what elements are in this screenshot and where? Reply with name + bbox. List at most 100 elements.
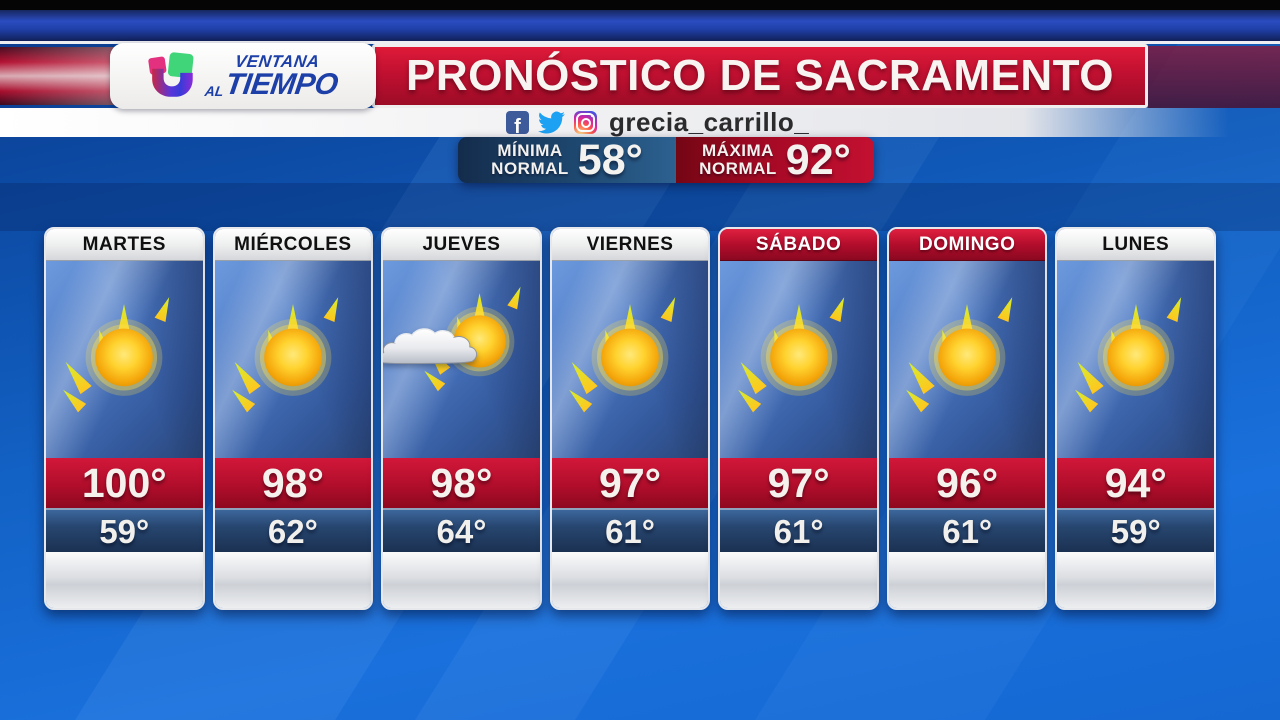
divider-line: [0, 41, 1280, 44]
high-temp-value: 97°: [767, 459, 830, 506]
top-black-strip: [0, 0, 1280, 10]
weather-icon-panel: [888, 261, 1046, 458]
wordmark-line1: VENTANA: [233, 51, 321, 71]
low-temp-value: 62°: [267, 512, 318, 550]
day-name: LUNES: [1102, 233, 1170, 255]
low-temp-value: 59°: [99, 512, 150, 550]
low-temp-value: 64°: [436, 512, 487, 550]
card-footer: [46, 552, 203, 608]
page-title: PRONÓSTICO DE SACRAMENTO: [406, 51, 1114, 100]
card-footer: [888, 552, 1046, 608]
low-temp-value: 61°: [773, 512, 824, 550]
low-temp-band: 61°: [720, 508, 877, 552]
brand-logo-pill: VENTANA AL TIEMPO: [110, 43, 376, 109]
minima-normal-badge: MÍNIMA NORMAL 58°: [458, 137, 676, 183]
low-temp-band: 59°: [1057, 508, 1215, 552]
card-footer: [214, 552, 372, 608]
day-header: VIERNES: [551, 229, 709, 261]
social-handle: grecia_carrillo_: [609, 107, 810, 137]
weather-icon-panel: [214, 261, 372, 458]
ventana-al-tiempo-wordmark: VENTANA AL TIEMPO: [203, 51, 341, 101]
high-temp-band: 97°: [720, 458, 877, 508]
instagram-icon: [574, 111, 597, 134]
maxima-normal-badge: MÁXIMA NORMAL 92°: [676, 137, 874, 183]
high-temp-band: 98°: [383, 458, 540, 508]
banner-fade-extension: [1148, 46, 1280, 108]
univision-logo-icon: [148, 52, 194, 97]
forecast-day-card: MARTES 100° 59°: [44, 227, 205, 610]
high-temp-band: 98°: [214, 458, 372, 508]
day-header: MARTES: [46, 229, 203, 261]
weather-icon-panel: [383, 261, 540, 458]
facebook-icon: f: [506, 111, 529, 134]
high-temp-value: 94°: [1104, 459, 1167, 506]
high-temp-band: 94°: [1057, 458, 1215, 508]
forecast-day-card: SÁBADO 97° 61°: [718, 227, 879, 610]
low-temp-band: 61°: [551, 508, 709, 552]
low-temp-band: 64°: [383, 508, 540, 552]
sun-icon: [1074, 296, 1181, 412]
sun-icon: [906, 296, 1013, 412]
forecast-day-card: VIERNES 97° 61°: [549, 227, 711, 610]
high-temp-value: 98°: [261, 459, 324, 506]
top-blue-bar: [0, 10, 1280, 42]
high-temp-value: 97°: [599, 459, 662, 506]
day-name: VIERNES: [586, 233, 674, 255]
normal-temps-bar: MÍNIMA NORMAL 58° MÁXIMA NORMAL 92°: [458, 137, 874, 183]
high-temp-value: 96°: [936, 459, 999, 506]
low-temp-value: 59°: [1110, 512, 1161, 550]
forecast-day-card: LUNES 94° 59°: [1055, 227, 1217, 610]
maxima-label-line2: NORMAL: [699, 159, 777, 178]
day-name: JUEVES: [422, 233, 501, 255]
wordmark-tiempo: TIEMPO: [222, 67, 340, 101]
high-temp-band: 97°: [551, 458, 709, 508]
weather-icon-panel: [551, 261, 709, 458]
weather-icon-panel: [720, 261, 877, 458]
weather-icon-panel: [46, 261, 203, 458]
low-temp-band: 62°: [214, 508, 372, 552]
low-temp-value: 61°: [942, 512, 993, 550]
sun-icon: [231, 296, 339, 412]
day-header: MIÉRCOLES: [214, 229, 372, 261]
low-temp-value: 61°: [605, 512, 655, 550]
maxima-value: 92°: [785, 135, 851, 184]
high-temp-value: 100°: [81, 459, 167, 506]
high-temp-band: 96°: [888, 458, 1046, 508]
minima-label-line2: NORMAL: [491, 159, 569, 178]
day-name: DOMINGO: [918, 233, 1016, 255]
background-dark-band: [0, 183, 1280, 231]
card-footer: [720, 552, 877, 608]
maxima-label-line1: MÁXIMA: [702, 141, 774, 160]
sun-icon: [569, 296, 676, 412]
forecast-title-banner: PRONÓSTICO DE SACRAMENTO: [372, 44, 1148, 108]
day-header: LUNES: [1057, 229, 1215, 261]
day-name: MARTES: [82, 233, 166, 255]
wordmark-al: AL: [203, 82, 225, 99]
cloud-icon: [383, 328, 478, 364]
twitter-icon: [538, 111, 565, 134]
sun-icon: [737, 296, 844, 412]
card-footer: [383, 552, 540, 608]
high-temp-band: 100°: [46, 458, 203, 508]
low-temp-band: 61°: [888, 508, 1046, 552]
forecast-day-card: MIÉRCOLES 98° 62°: [212, 227, 374, 610]
forecast-day-card: JUEVES 98° 64°: [381, 227, 542, 610]
forecast-day-card: DOMINGO 96° 61°: [886, 227, 1048, 610]
card-footer: [1057, 552, 1215, 608]
day-header: SÁBADO: [720, 229, 877, 261]
day-header: DOMINGO: [888, 229, 1046, 261]
day-header: JUEVES: [383, 229, 540, 261]
social-media-strip: f grecia_carrillo_: [0, 107, 1280, 137]
minima-value: 58°: [577, 135, 643, 184]
forecast-cards-row: MARTES 100° 59° MIÉRCOLES: [44, 227, 1217, 610]
low-temp-band: 59°: [46, 508, 203, 552]
weather-icon-panel: [1057, 261, 1215, 458]
minima-label-line1: MÍNIMA: [497, 141, 563, 160]
sun-icon: [63, 296, 170, 412]
card-footer: [551, 552, 709, 608]
high-temp-value: 98°: [430, 459, 493, 506]
day-name: MIÉRCOLES: [234, 233, 352, 255]
day-name: SÁBADO: [755, 233, 842, 255]
header-banner: VENTANA AL TIEMPO PRONÓSTICO DE SACRAMEN…: [0, 43, 1280, 109]
